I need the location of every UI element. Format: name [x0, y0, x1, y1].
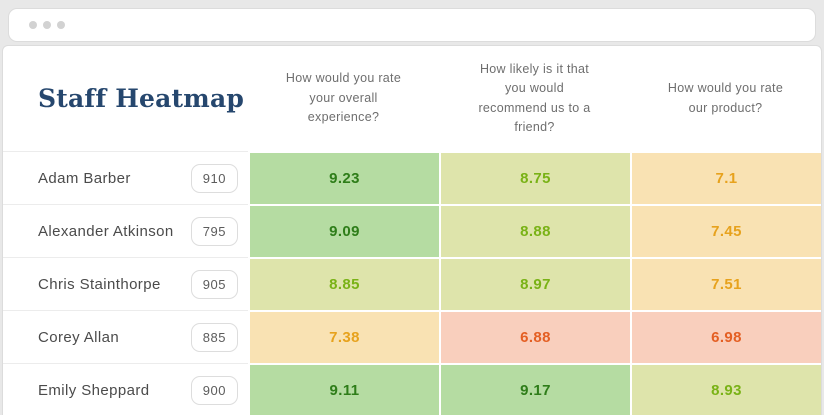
staff-name-cell: Corey Allan 885: [3, 310, 248, 363]
table-row: Chris Stainthorpe 905 8.85 8.97 7.51: [3, 257, 821, 310]
staff-name: Adam Barber: [38, 169, 131, 187]
table-row: Emily Sheppard 900 9.11 9.17 8.93: [3, 363, 821, 415]
staff-name: Emily Sheppard: [38, 381, 150, 399]
heatmap-header: Staff Heatmap How would you rate your ov…: [3, 46, 821, 151]
heatmap-cell: 8.88: [441, 204, 630, 257]
staff-name-cell: Adam Barber 910: [3, 151, 248, 204]
window-dot-icon: [43, 21, 51, 29]
column-header-product: How would you rate our product?: [667, 81, 784, 115]
column-header-recommend: How likely is it that you would recommen…: [478, 61, 591, 134]
heatmap-cell: 6.98: [632, 310, 821, 363]
staff-name: Chris Stainthorpe: [38, 275, 161, 293]
title-cell: Staff Heatmap: [3, 46, 248, 151]
page-title: Staff Heatmap: [38, 84, 245, 113]
heatmap-card: Staff Heatmap How would you rate your ov…: [2, 45, 822, 415]
staff-name-cell: Alexander Atkinson 795: [3, 204, 248, 257]
heatmap-cell: 7.1: [632, 151, 821, 204]
heatmap-cell: 9.17: [441, 363, 630, 415]
column-header-experience: How would you rate your overall experien…: [285, 71, 402, 125]
score-badge: 795: [190, 216, 238, 246]
browser-top-bar: [8, 8, 816, 42]
heatmap-cell: 7.51: [632, 257, 821, 310]
window-dot-icon: [57, 21, 65, 29]
table-row: Alexander Atkinson 795 9.09 8.88 7.45: [3, 204, 821, 257]
heatmap-cell: 8.75: [441, 151, 630, 204]
staff-name-cell: Emily Sheppard 900: [3, 363, 248, 415]
heatmap-cell: 8.85: [250, 257, 439, 310]
table-row: Corey Allan 885 7.38 6.88 6.98: [3, 310, 821, 363]
staff-name-cell: Chris Stainthorpe 905: [3, 257, 248, 310]
staff-name: Corey Allan: [38, 328, 120, 346]
staff-name: Alexander Atkinson: [38, 222, 174, 240]
heatmap-cell: 8.93: [632, 363, 821, 415]
heatmap-cell: 6.88: [441, 310, 630, 363]
score-badge: 910: [190, 163, 238, 193]
heatmap-cell: 9.23: [250, 151, 439, 204]
heatmap-rows: Adam Barber 910 9.23 8.75 7.1 Alexander Atkin…: [3, 151, 821, 415]
heatmap-cell: 9.11: [250, 363, 439, 415]
score-badge: 905: [190, 269, 238, 299]
heatmap-cell: 7.45: [632, 204, 821, 257]
heatmap-cell: 9.09: [250, 204, 439, 257]
table-row: Adam Barber 910 9.23 8.75 7.1: [3, 151, 821, 204]
window-dot-icon: [29, 21, 37, 29]
heatmap-cell: 7.38: [250, 310, 439, 363]
score-badge: 885: [190, 322, 238, 352]
heatmap-cell: 8.97: [441, 257, 630, 310]
score-badge: 900: [190, 375, 238, 405]
